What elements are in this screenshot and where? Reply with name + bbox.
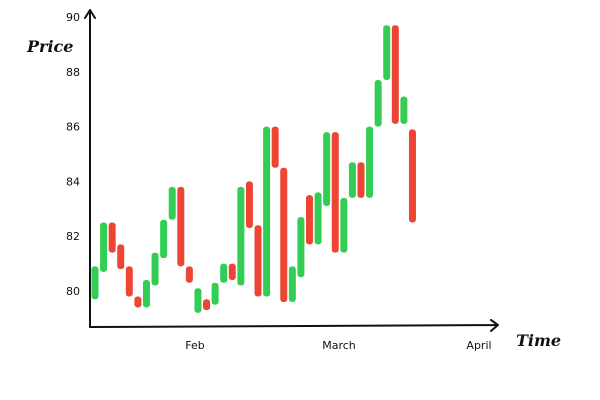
candle-up [142,280,150,308]
candle-up [194,288,202,313]
candle-down [185,266,193,283]
candle-up [168,186,176,220]
candle-up [340,197,348,253]
candle-up [100,222,108,272]
y-tick-label: 84 [66,175,80,188]
candle-up [263,126,271,297]
candle-up [383,25,391,81]
y-tick-label: 90 [66,11,80,24]
y-tick-label: 80 [66,285,80,298]
candle-down [108,222,116,253]
y-axis-line [84,9,96,328]
x-axis-title: Time [516,331,561,350]
candle-down [306,195,313,245]
x-tick-label: Feb [185,339,204,352]
candle-down [271,126,279,168]
y-tick-label: 86 [66,121,80,134]
candle-up [91,266,99,300]
candle-down [125,266,133,297]
y-tick-label: 88 [66,66,80,79]
candle-up [151,252,159,286]
candle-up [348,162,356,198]
candle-up [366,126,374,198]
candle-up [160,219,168,259]
candle-down [331,132,339,253]
y-axis-title: Price [26,37,73,56]
candle-up [237,186,245,286]
candle-down [177,186,185,267]
x-tick-label: April [466,339,491,352]
candle-down [245,181,253,228]
candle-down [254,225,262,297]
candle-down [357,162,365,198]
candle-up [297,217,305,278]
candle-down [117,244,125,270]
y-tick-labels: 80 82 84 86 88 90 [66,11,80,298]
candle-up [211,282,219,305]
candle-down [134,296,142,308]
y-tick-label: 82 [66,230,80,243]
candle-up [220,263,228,283]
x-tick-labels: Feb March April [185,339,491,352]
candle-down [228,263,236,281]
candle-down [391,25,399,124]
candle-down [280,167,288,302]
candle-up [374,80,382,127]
candle-up [314,192,322,245]
candle-down [203,299,211,311]
candle-down [408,129,416,223]
candle-up [400,96,408,124]
candle-up [323,132,331,207]
x-tick-label: March [322,339,356,352]
candles [91,25,416,313]
x-axis-line [89,319,499,332]
candle-up [288,266,296,302]
